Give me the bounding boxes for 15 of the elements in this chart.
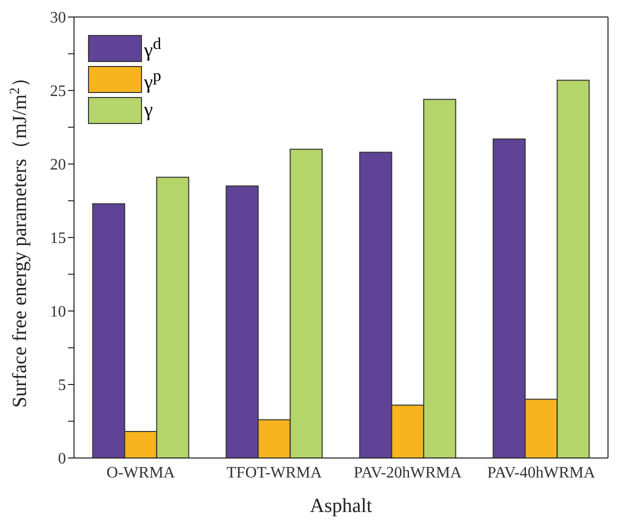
legend-label: γ [144,99,153,122]
y-tick-label: 5 [58,377,66,394]
x-axis-title: Asphalt [310,495,373,517]
y-tick-label: 30 [50,10,66,27]
y-tick-label: 20 [50,156,66,174]
x-tick-label: PAV-20hWRMA [354,464,462,482]
y-tick-label: 10 [50,304,66,321]
legend-label: γ$^{d}$ [144,34,162,63]
x-tick-label: PAV-40hWRMA [487,464,596,482]
x-tick-label: TFOT-WRMA [226,464,322,482]
y-tick-label: 0 [58,450,66,468]
y-tick-label: 15 [50,230,66,248]
x-tick-label: O-WRMA [106,464,176,482]
legend-label: γ$^{p}$ [144,66,162,94]
y-tick-label: 25 [50,83,66,100]
